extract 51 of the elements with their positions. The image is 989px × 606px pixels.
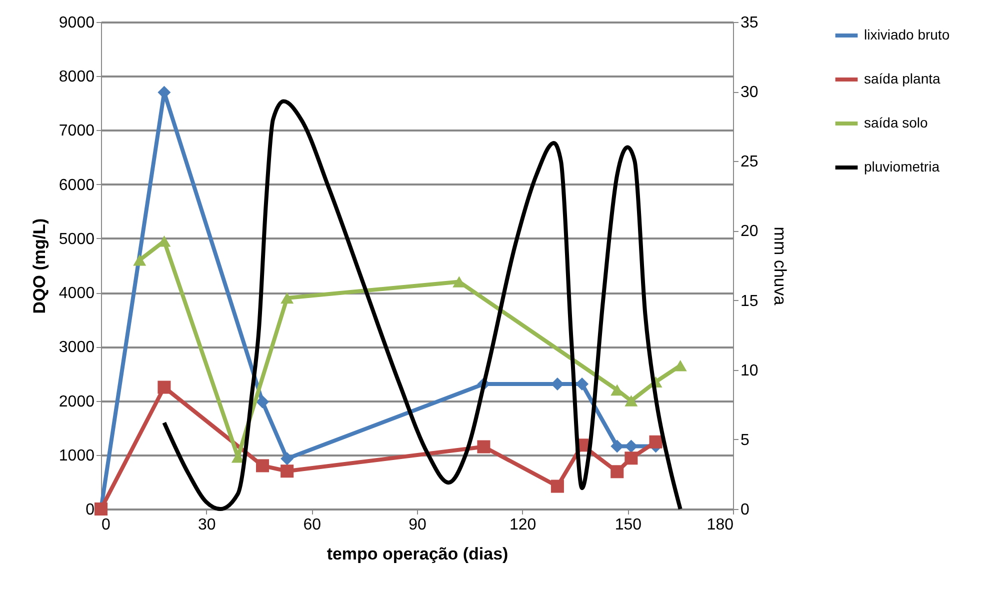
y-tick-label: 2000	[58, 393, 95, 410]
y2-tick-label: 0	[740, 502, 750, 518]
y-tick-label: 0	[86, 502, 95, 518]
point	[674, 360, 687, 372]
y-tick-label: 3000	[58, 339, 95, 356]
y2-tick-label: 10	[740, 362, 758, 380]
y2-tick-label: 35	[740, 14, 758, 32]
point	[624, 395, 638, 406]
y-tick-label: 4000	[58, 285, 95, 302]
y2-tick-label: 30	[740, 84, 758, 102]
y-axis-title: DQO (mg/L)	[30, 218, 49, 314]
point	[133, 254, 146, 266]
line-series	[162, 99, 682, 511]
legend-label: saída solo	[864, 114, 928, 130]
point	[452, 276, 466, 288]
point	[550, 480, 564, 493]
point	[280, 464, 294, 478]
x-tick-label: 60	[303, 516, 322, 534]
x-tick-label: 0	[102, 516, 110, 534]
legend-label: saída planta	[864, 70, 940, 86]
x-tick-label: 30	[198, 516, 216, 534]
x-tick-label: 150	[614, 516, 642, 534]
y2-tick-label: 25	[740, 154, 758, 171]
point	[280, 292, 294, 304]
point	[158, 380, 171, 394]
point	[610, 440, 624, 453]
y-tick-label: 1000	[58, 447, 95, 464]
point	[477, 440, 490, 454]
y-tick-label: 8000	[58, 68, 95, 86]
y2-tick-label: 5	[740, 432, 750, 449]
point	[610, 465, 624, 478]
point	[256, 395, 270, 408]
y2-tick-label: 20	[740, 223, 758, 240]
y2-tick-label: 15	[740, 292, 758, 310]
legend-label: pluviometria	[864, 158, 940, 174]
point	[649, 435, 662, 448]
y-tick-label: 7000	[58, 122, 95, 140]
x-tick-label: 120	[509, 516, 536, 534]
y-tick-label: 6000	[58, 176, 95, 194]
legend-label: lixiviado bruto	[864, 26, 950, 42]
point	[624, 440, 638, 453]
point	[280, 452, 294, 466]
point	[576, 377, 589, 391]
point	[256, 459, 270, 472]
point	[624, 452, 638, 465]
y-tick-label: 5000	[58, 230, 95, 248]
y-tick-label: 9000	[58, 14, 95, 32]
x-axis-title: tempo operação (dias)	[326, 544, 508, 564]
x-tick-label: 180	[706, 516, 734, 534]
x-tick-label: 90	[408, 516, 426, 534]
y2-axis-title: mm chuva	[770, 226, 790, 306]
